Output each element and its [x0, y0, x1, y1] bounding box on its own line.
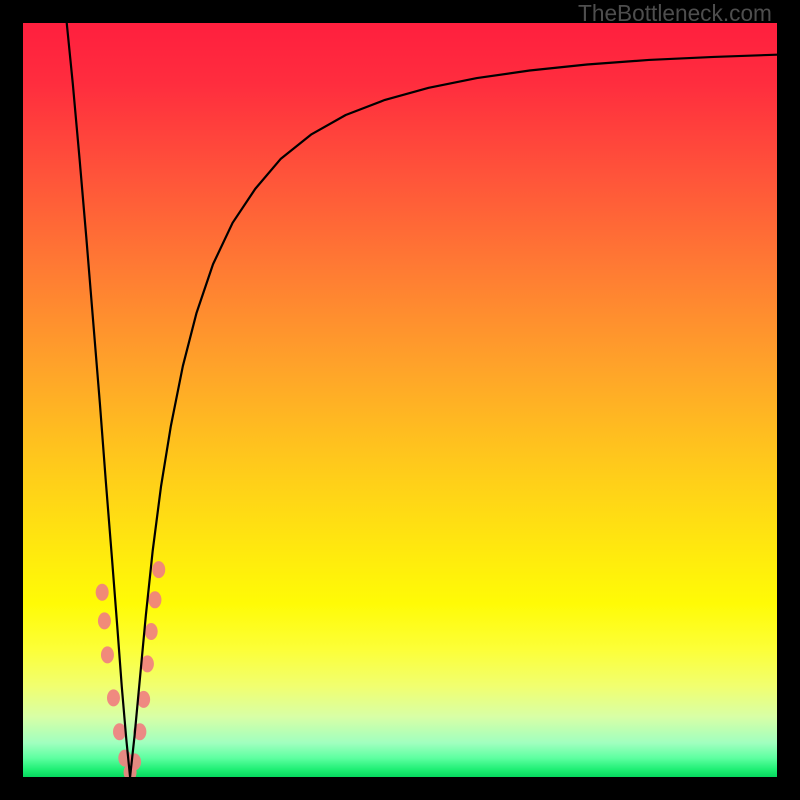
data-marker	[96, 584, 109, 601]
data-marker	[152, 561, 165, 578]
figure-root: TheBottleneck.com	[0, 0, 800, 800]
watermark-text: TheBottleneck.com	[578, 0, 772, 27]
data-marker	[148, 591, 161, 608]
plot-background	[23, 23, 777, 777]
data-marker	[145, 623, 158, 640]
data-marker	[101, 646, 114, 663]
bottleneck-chart	[0, 0, 800, 800]
data-marker	[98, 612, 111, 629]
data-marker	[107, 689, 120, 706]
